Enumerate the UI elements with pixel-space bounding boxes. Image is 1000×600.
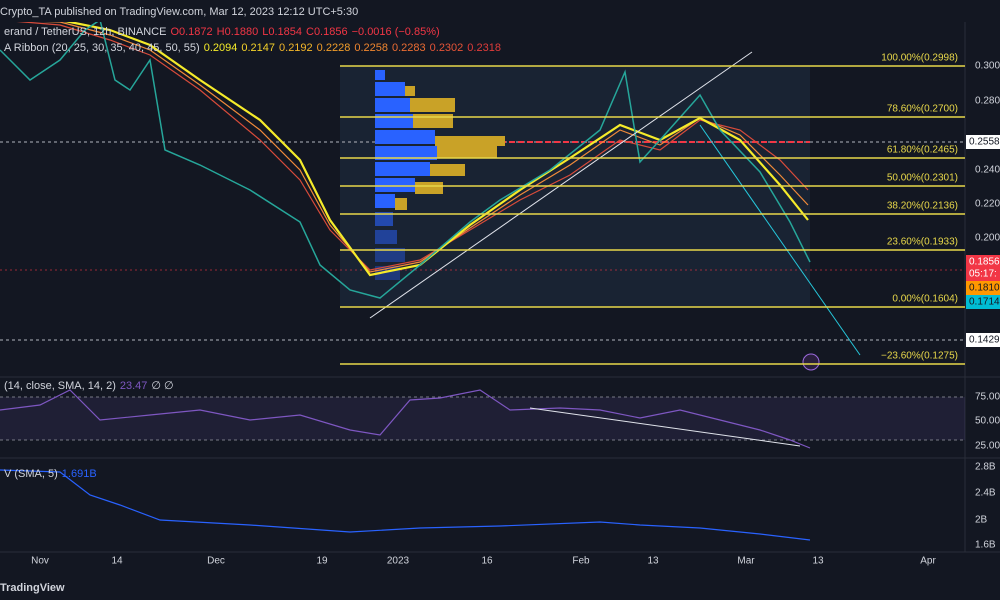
trend-line xyxy=(529,407,801,447)
fib-label: 50.00%(0.2301) xyxy=(887,173,958,184)
rsi-tick-label: 50.00 xyxy=(975,416,1000,427)
time-tick-label: 13 xyxy=(647,556,659,567)
price-tag-label: 05:17: xyxy=(969,269,997,280)
time-tick-label: Feb xyxy=(572,556,590,567)
price-tag-label: 0.1429 xyxy=(969,335,1000,346)
fib-label: 0.00%(0.1604) xyxy=(892,294,958,305)
rsi-tick-label: 25.00 xyxy=(975,441,1000,452)
time-tick-label: 16 xyxy=(481,556,493,567)
rsi-band xyxy=(0,397,965,440)
trend-line xyxy=(699,124,861,356)
ohlc-value: C0.1856 xyxy=(306,26,348,38)
volume-tick-label: 2.8B xyxy=(975,462,996,473)
price-tag xyxy=(966,267,1000,281)
price-tag-label: 0.1810 xyxy=(969,283,1000,294)
fib-label: 38.20%(0.2136) xyxy=(887,201,958,212)
volume-tick-label: 2B xyxy=(975,515,988,526)
time-tick-label: 19 xyxy=(316,556,328,567)
rsi-tick-label: 75.00 xyxy=(975,392,1000,403)
volume-line xyxy=(0,469,811,541)
publisher: Crypto_TA published on TradingView.com, … xyxy=(0,6,358,18)
fib-label: 78.60%(0.2700) xyxy=(887,104,958,115)
ohlc-value: H0.1880 xyxy=(217,26,259,38)
time-tick-label: Nov xyxy=(31,556,49,567)
fib-label: 61.80%(0.2465) xyxy=(887,145,958,156)
symbol: erand / TetherUS, 12h, BINANCE xyxy=(4,26,166,38)
symbol-line: erand / TetherUS, 12h, BINANCE O0.1872 H0.… xyxy=(4,26,440,38)
volume-legend: V (SMA, 5) 1.691B xyxy=(4,468,97,480)
ribbon-label: A Ribbon (20, 25, 30, 35, 40, 45, 50, 55… xyxy=(4,42,200,54)
volume-tick-label: 2.4B xyxy=(975,488,996,499)
rsi-label: (14, close, SMA, 14, 2) xyxy=(4,380,116,392)
time-tick-label: 2023 xyxy=(387,556,410,567)
time-tick-label: Mar xyxy=(737,556,755,567)
alert-icon xyxy=(802,353,820,371)
time-tick-label: Apr xyxy=(920,556,936,567)
rsi-extra: ∅ ∅ xyxy=(151,380,173,392)
price-tag-label: 0.1856 xyxy=(969,257,1000,268)
ribbon-value: 0.2147 xyxy=(241,42,275,54)
fib-label: 100.00%(0.2998) xyxy=(881,53,958,64)
footer: TradingView xyxy=(0,582,65,594)
price-tag xyxy=(966,255,1000,269)
ribbon-value: 0.2302 xyxy=(430,42,464,54)
price-tag xyxy=(966,333,1000,347)
rsi-line xyxy=(0,389,811,449)
rsi-value: 23.47 xyxy=(120,380,148,392)
change: −0.0016 (−0.85%) xyxy=(352,26,440,38)
ribbon-value: 0.2192 xyxy=(279,42,313,54)
volume-value: 1.691B xyxy=(62,468,97,480)
header-bg xyxy=(0,0,1000,22)
ribbon-legend: A Ribbon (20, 25, 30, 35, 40, 45, 50, 55… xyxy=(4,42,501,54)
time-tick-label: Dec xyxy=(207,556,225,567)
price-tag-label: 0.2558 xyxy=(969,137,1000,148)
volume-label: V (SMA, 5) xyxy=(4,468,58,480)
ohlc-value: O0.1872 xyxy=(170,26,212,38)
ohlc-value: L0.1854 xyxy=(262,26,302,38)
fib-label: 23.60%(0.1933) xyxy=(887,237,958,248)
rsi-legend: (14, close, SMA, 14, 2) 23.47 ∅ ∅ xyxy=(4,380,174,392)
fib-label: −23.60%(0.1275) xyxy=(881,351,958,362)
volume-tick-label: 1.6B xyxy=(975,540,996,551)
ribbon-value: 0.2283 xyxy=(392,42,426,54)
price-tag xyxy=(966,295,1000,309)
ribbon-value: 0.2258 xyxy=(354,42,388,54)
time-tick-label: 13 xyxy=(812,556,824,567)
price-tag xyxy=(966,281,1000,295)
time-tick-label: 14 xyxy=(111,556,123,567)
price-tag xyxy=(966,135,1000,149)
ribbon-value: 0.2094 xyxy=(204,42,238,54)
ribbon-value: 0.2228 xyxy=(317,42,351,54)
price-tag-label: 0.1714 xyxy=(969,297,1000,308)
trend-line xyxy=(369,51,753,319)
ribbon-value: 0.2318 xyxy=(467,42,501,54)
